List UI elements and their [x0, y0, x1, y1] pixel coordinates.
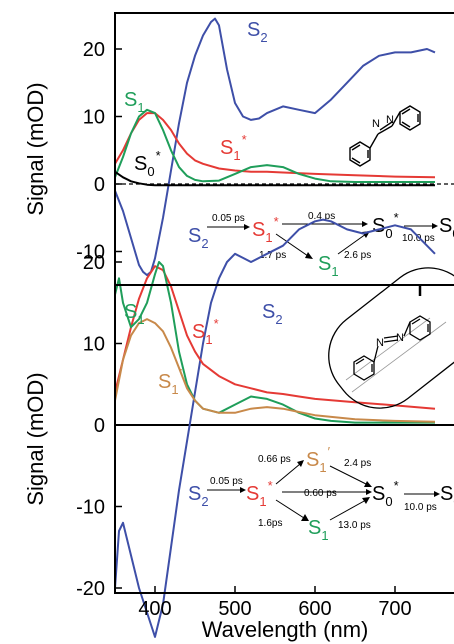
scheme-bottom-arrowhead-1 — [240, 487, 246, 493]
scheme-top-t4: 2.6 ps — [344, 250, 371, 261]
top-series-line-1 — [114, 112, 436, 179]
x-tick-label: 400 — [138, 598, 171, 620]
capsule-cis-azobenzene — [328, 267, 454, 409]
scheme-top-s1star: S1* — [252, 214, 279, 245]
cis-n-right: N — [396, 332, 404, 344]
scheme-bottom-s2: S2 — [188, 483, 209, 509]
top-label-s0star: S0* — [134, 148, 161, 179]
scheme-bottom-arrowhead-5 — [301, 514, 309, 521]
scheme-bottom-t1: 0.05 ps — [210, 476, 243, 487]
scheme-bottom-s1star: S1* — [246, 478, 273, 509]
bottom-label-s2: S2 — [262, 301, 283, 327]
bottom-y-axis-title: Signal (mOD) — [23, 372, 48, 505]
top-series-line-3 — [114, 170, 435, 187]
scheme-top-t1: 0.05 ps — [212, 213, 245, 224]
bottom-series-line-2 — [114, 261, 435, 424]
bottom-plot-frame — [114, 284, 454, 594]
scheme-bottom-t2: 0.66 ps — [258, 454, 291, 465]
scheme-bottom-arrowhead-7 — [434, 491, 440, 497]
x-tick-label: 500 — [218, 598, 251, 620]
x-tick-label: 600 — [298, 598, 331, 620]
bottom-y-ticks: -20 -10 0 10 20 — [76, 252, 122, 600]
bottom-series-line-3 — [114, 318, 436, 423]
bottom-y-tick-label: -10 — [76, 497, 105, 519]
scheme-bottom-arrow-s1star-s1 — [275, 499, 305, 519]
bottom-label-s1: S1 — [124, 301, 145, 327]
scheme-top-s2: S2 — [188, 225, 209, 251]
scheme-top-s0star: S0* — [372, 210, 399, 241]
scheme-bottom-arrow-s1-s0star — [329, 499, 367, 521]
bottom-y-tick-label: 20 — [83, 252, 105, 274]
scheme-top-arrowhead-2 — [362, 221, 368, 227]
scheme-top-s0: S0 — [439, 215, 454, 241]
top-label-s1: S1 — [124, 89, 145, 115]
scheme-top-arrowhead-3 — [305, 252, 313, 259]
scheme-bottom-t3: 2.4 ps — [344, 458, 371, 469]
azo-n-right: N — [386, 114, 394, 126]
top-y-axis-title: Signal (mOD) — [23, 82, 48, 215]
scheme-top-t2: 0.4 ps — [308, 211, 335, 222]
scheme-bottom-t7: 10.0 ps — [404, 502, 437, 513]
scheme-bottom-arrow-s1prime-s0star — [329, 465, 367, 485]
scheme-bottom-s1: S1 — [308, 517, 329, 543]
top-y-tick-label: -10 — [76, 242, 105, 264]
top-series-line-2 — [114, 108, 435, 183]
top-y-tick-label: 0 — [94, 174, 105, 196]
bottom-kinetic-scheme: S2 0.05 ps S1* 0.66 ps S1′ 2.4 ps 0.60 p… — [188, 444, 454, 543]
scheme-bottom-t4: 0.60 ps — [304, 488, 337, 499]
top-y-ticks: -10 0 10 20 — [76, 39, 122, 264]
x-tick-label: 700 — [378, 598, 411, 620]
trans-azobenzene-molecule — [349, 105, 421, 167]
bottom-label-s1prime: S1′ — [158, 366, 183, 397]
scheme-bottom-s0star: S0* — [372, 478, 399, 509]
scheme-bottom-t5: 1.6ps — [258, 518, 282, 529]
top-label-s2: S2 — [247, 19, 268, 45]
scheme-bottom-arrowhead-4 — [366, 489, 372, 495]
bottom-series-line-0 — [114, 218, 436, 638]
scheme-bottom-s1prime: S1′ — [306, 444, 331, 475]
azo-n-left: N — [372, 118, 380, 130]
bottom-label-s1star: S1* — [192, 316, 219, 347]
scheme-top-arrow-s1star-s1 — [275, 233, 309, 257]
scheme-top-arrowhead-1 — [244, 224, 250, 230]
top-kinetic-scheme: S2 0.05 ps S1* 0.4 ps 1.7 ps S1 2.6 ps S… — [188, 210, 454, 279]
bottom-series-line-1 — [114, 265, 436, 410]
scheme-bottom-arrowhead-6 — [362, 497, 370, 504]
x-axis-title: Wavelength (nm) — [202, 617, 369, 642]
bottom-y-tick-label: 10 — [83, 334, 105, 356]
bottom-x-ticks: 400 500 600 700 — [138, 586, 412, 620]
bottom-panel: -20 -10 0 10 20 400 500 600 700 S1 S1* S2 S1′ N… — [76, 218, 454, 638]
bottom-y-tick-label: -20 — [76, 578, 105, 600]
scheme-top-arrowhead-5 — [432, 223, 438, 229]
scheme-top-arrow-s1-s0star — [337, 233, 367, 255]
scheme-top-s1: S1 — [318, 253, 339, 279]
top-label-s1star: S1* — [220, 132, 247, 163]
bottom-y-tick-label: 0 — [94, 415, 105, 437]
scheme-bottom-arrowhead-3 — [364, 481, 372, 487]
cis-n-left: N — [376, 337, 384, 349]
top-y-tick-label: 10 — [83, 107, 105, 129]
top-y-tick-label: 20 — [83, 39, 105, 61]
scheme-bottom-arrow-s1star-s1prime — [275, 463, 301, 485]
scheme-bottom-arrowhead-2 — [297, 460, 304, 467]
scheme-bottom-s0: S0 — [440, 483, 454, 509]
scheme-top-t3: 1.7 ps — [259, 250, 286, 261]
scheme-top-t5: 10.0 ps — [402, 233, 435, 244]
bottom-series-group — [114, 218, 436, 638]
scheme-bottom-t6: 13.0 ps — [338, 520, 371, 531]
